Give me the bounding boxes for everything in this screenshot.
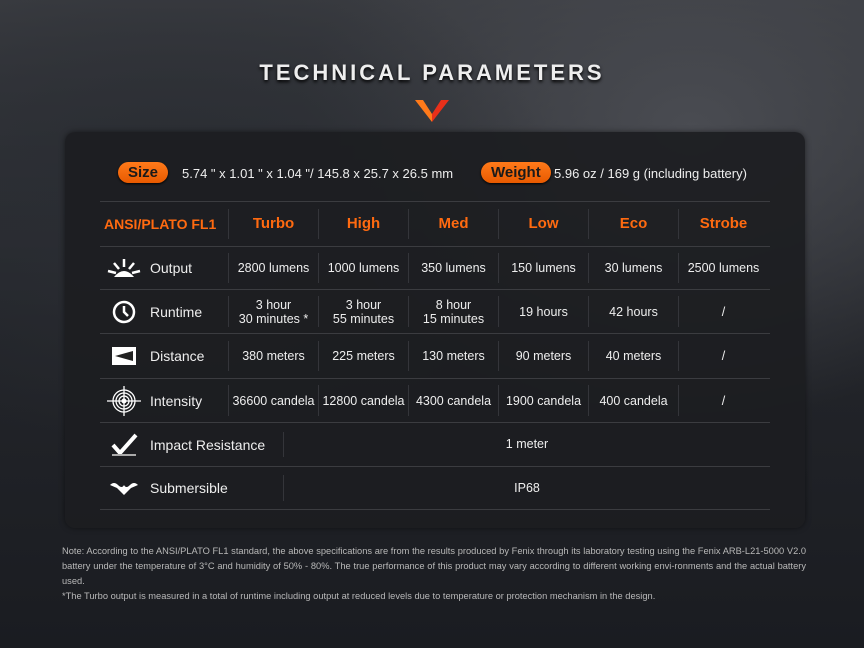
water-icon bbox=[106, 480, 142, 496]
cell: 12800 candela bbox=[318, 385, 408, 416]
cell-line: 42 hours bbox=[609, 304, 658, 319]
cell: 90 meters bbox=[498, 340, 588, 372]
cell-line: 19 hours bbox=[519, 304, 568, 319]
note-text: Note: According to the ANSI/PLATO FL1 st… bbox=[62, 546, 806, 586]
chevron-down-icon bbox=[415, 100, 449, 122]
beam-distance-icon bbox=[106, 345, 142, 367]
cell-line: 15 minutes bbox=[422, 311, 485, 326]
cell: 380 meters bbox=[228, 340, 318, 372]
page-title: TECHNICAL PARAMETERS bbox=[259, 60, 605, 85]
cell: 3 hour 30 minutes * bbox=[228, 296, 318, 327]
header-high: High bbox=[318, 208, 408, 240]
row-label-text: Impact Resistance bbox=[150, 436, 266, 453]
row-label-text: Submersible bbox=[150, 480, 228, 496]
header-turbo: Turbo bbox=[228, 208, 318, 240]
row-label: Submersible bbox=[100, 467, 283, 509]
spec-panel bbox=[65, 132, 805, 528]
row-label: Distance bbox=[100, 334, 228, 378]
row-label: Intensity bbox=[100, 379, 228, 422]
cell: / bbox=[678, 296, 768, 327]
header-standard: ANSI/PLATO FL1 bbox=[104, 216, 217, 232]
cell-line: 3 hour bbox=[345, 297, 382, 312]
header-eco: Eco bbox=[588, 208, 678, 240]
cell: 40 meters bbox=[588, 340, 678, 372]
header-med: Med bbox=[408, 208, 498, 240]
row-label: Impact Resistance bbox=[100, 423, 283, 466]
cell: / bbox=[678, 385, 768, 416]
row-label-text: Distance bbox=[150, 348, 205, 364]
table-row-impact-resistance: Impact Resistance 1 meter bbox=[100, 423, 770, 467]
size-badge: Size bbox=[118, 162, 169, 183]
size-value: 5.74 " x 1.01 " x 1.04 "/ 145.8 x 25.7 x… bbox=[182, 166, 454, 181]
cell: 3 hour 55 minutes bbox=[318, 296, 408, 327]
row-value: IP68 bbox=[283, 475, 770, 501]
footnote: Note: According to the ANSI/PLATO FL1 st… bbox=[62, 544, 806, 604]
cell: 350 lumens bbox=[408, 253, 498, 283]
table-row-submersible: Submersible IP68 bbox=[100, 467, 770, 510]
sunburst-icon bbox=[106, 257, 142, 279]
impact-icon bbox=[106, 433, 142, 457]
clock-icon bbox=[106, 300, 142, 324]
cell: 225 meters bbox=[318, 340, 408, 372]
table-row-output: Output 2800 lumens 1000 lumens 350 lumens 15… bbox=[100, 247, 770, 290]
cell-line: 8 hour bbox=[435, 297, 472, 312]
cell: 1000 lumens bbox=[318, 253, 408, 283]
cell: 2500 lumens bbox=[678, 253, 768, 283]
row-label-text: Intensity bbox=[150, 392, 203, 409]
cell: / bbox=[678, 340, 768, 372]
cell: 400 candela bbox=[588, 385, 678, 416]
cell-line: 30 minutes * bbox=[238, 311, 309, 326]
row-label: Runtime bbox=[100, 290, 228, 333]
cell: 1900 candela bbox=[498, 385, 588, 416]
cell: 150 lumens bbox=[498, 253, 588, 283]
weight-value: 5.96 oz / 169 g (including battery) bbox=[554, 166, 747, 181]
table-header: ANSI/PLATO FL1 Turbo High Med Low Eco St… bbox=[100, 201, 770, 247]
header-strobe: Strobe bbox=[678, 208, 768, 240]
note-turbo: *The Turbo output is measured in a total… bbox=[62, 591, 656, 601]
row-label: Output bbox=[100, 247, 228, 289]
cell-line: 55 minutes bbox=[332, 311, 395, 326]
cell: 30 lumens bbox=[588, 253, 678, 283]
cell: 2800 lumens bbox=[228, 253, 318, 283]
cell-line: / bbox=[721, 304, 726, 319]
cell: 36600 candela bbox=[228, 385, 318, 416]
cell: 19 hours bbox=[498, 296, 588, 327]
row-label-text: Output bbox=[150, 260, 193, 276]
header-low: Low bbox=[498, 208, 588, 240]
cell: 42 hours bbox=[588, 296, 678, 327]
table-row-runtime: Runtime 3 hour 30 minutes * 3 hour 55 minute… bbox=[100, 290, 770, 334]
weight-badge: Weight bbox=[481, 162, 551, 183]
table-row-intensity: Intensity 36600 candela 12800 candela 4300 … bbox=[100, 379, 770, 423]
table-row-distance: Distance 380 meters 225 meters 130 meters 90… bbox=[100, 334, 770, 379]
target-icon bbox=[106, 385, 142, 416]
row-value: 1 meter bbox=[283, 431, 770, 458]
row-label-text: Runtime bbox=[150, 303, 203, 320]
cell: 8 hour 15 minutes bbox=[408, 296, 498, 327]
cell-line: 3 hour bbox=[255, 297, 292, 312]
cell: 130 meters bbox=[408, 340, 498, 372]
spec-table: ANSI/PLATO FL1 Turbo High Med Low Eco St… bbox=[100, 201, 770, 510]
cell: 4300 candela bbox=[408, 385, 498, 416]
